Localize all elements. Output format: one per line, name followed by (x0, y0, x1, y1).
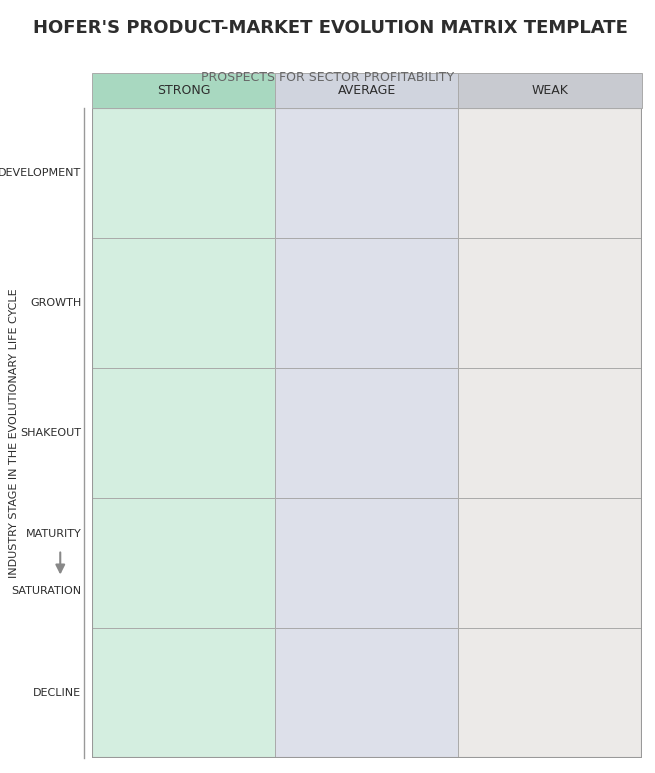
Text: DEVELOPMENT: DEVELOPMENT (0, 169, 81, 178)
Bar (458, 368, 642, 498)
Text: AVERAGE: AVERAGE (338, 84, 396, 97)
Bar (92, 498, 275, 628)
Text: INDUSTRY STAGE IN THE EVOLUTIONARY LIFE CYCLE: INDUSTRY STAGE IN THE EVOLUTIONARY LIFE … (9, 288, 20, 577)
Text: SATURATION: SATURATION (11, 586, 81, 596)
Text: STRONG: STRONG (157, 84, 210, 97)
Bar (458, 628, 642, 758)
Text: HOFER'S PRODUCT-MARKET EVOLUTION MATRIX TEMPLATE: HOFER'S PRODUCT-MARKET EVOLUTION MATRIX … (33, 19, 627, 37)
Bar (275, 628, 458, 758)
Bar (275, 238, 458, 368)
Text: WEAK: WEAK (532, 84, 569, 97)
Text: SHAKEOUT: SHAKEOUT (20, 428, 81, 438)
Text: DECLINE: DECLINE (33, 688, 81, 697)
Bar (92, 238, 275, 368)
Bar (275, 368, 458, 498)
Bar (92, 108, 275, 238)
Bar (458, 498, 642, 628)
Bar (92, 628, 275, 758)
Text: MATURITY: MATURITY (26, 530, 81, 540)
Bar (458, 238, 642, 368)
Bar (92, 368, 275, 498)
Bar (275, 498, 458, 628)
Bar (275, 108, 458, 238)
Text: PROSPECTS FOR SECTOR PROFITABILITY: PROSPECTS FOR SECTOR PROFITABILITY (201, 71, 454, 84)
Bar (458, 108, 642, 238)
Text: GROWTH: GROWTH (30, 298, 81, 308)
